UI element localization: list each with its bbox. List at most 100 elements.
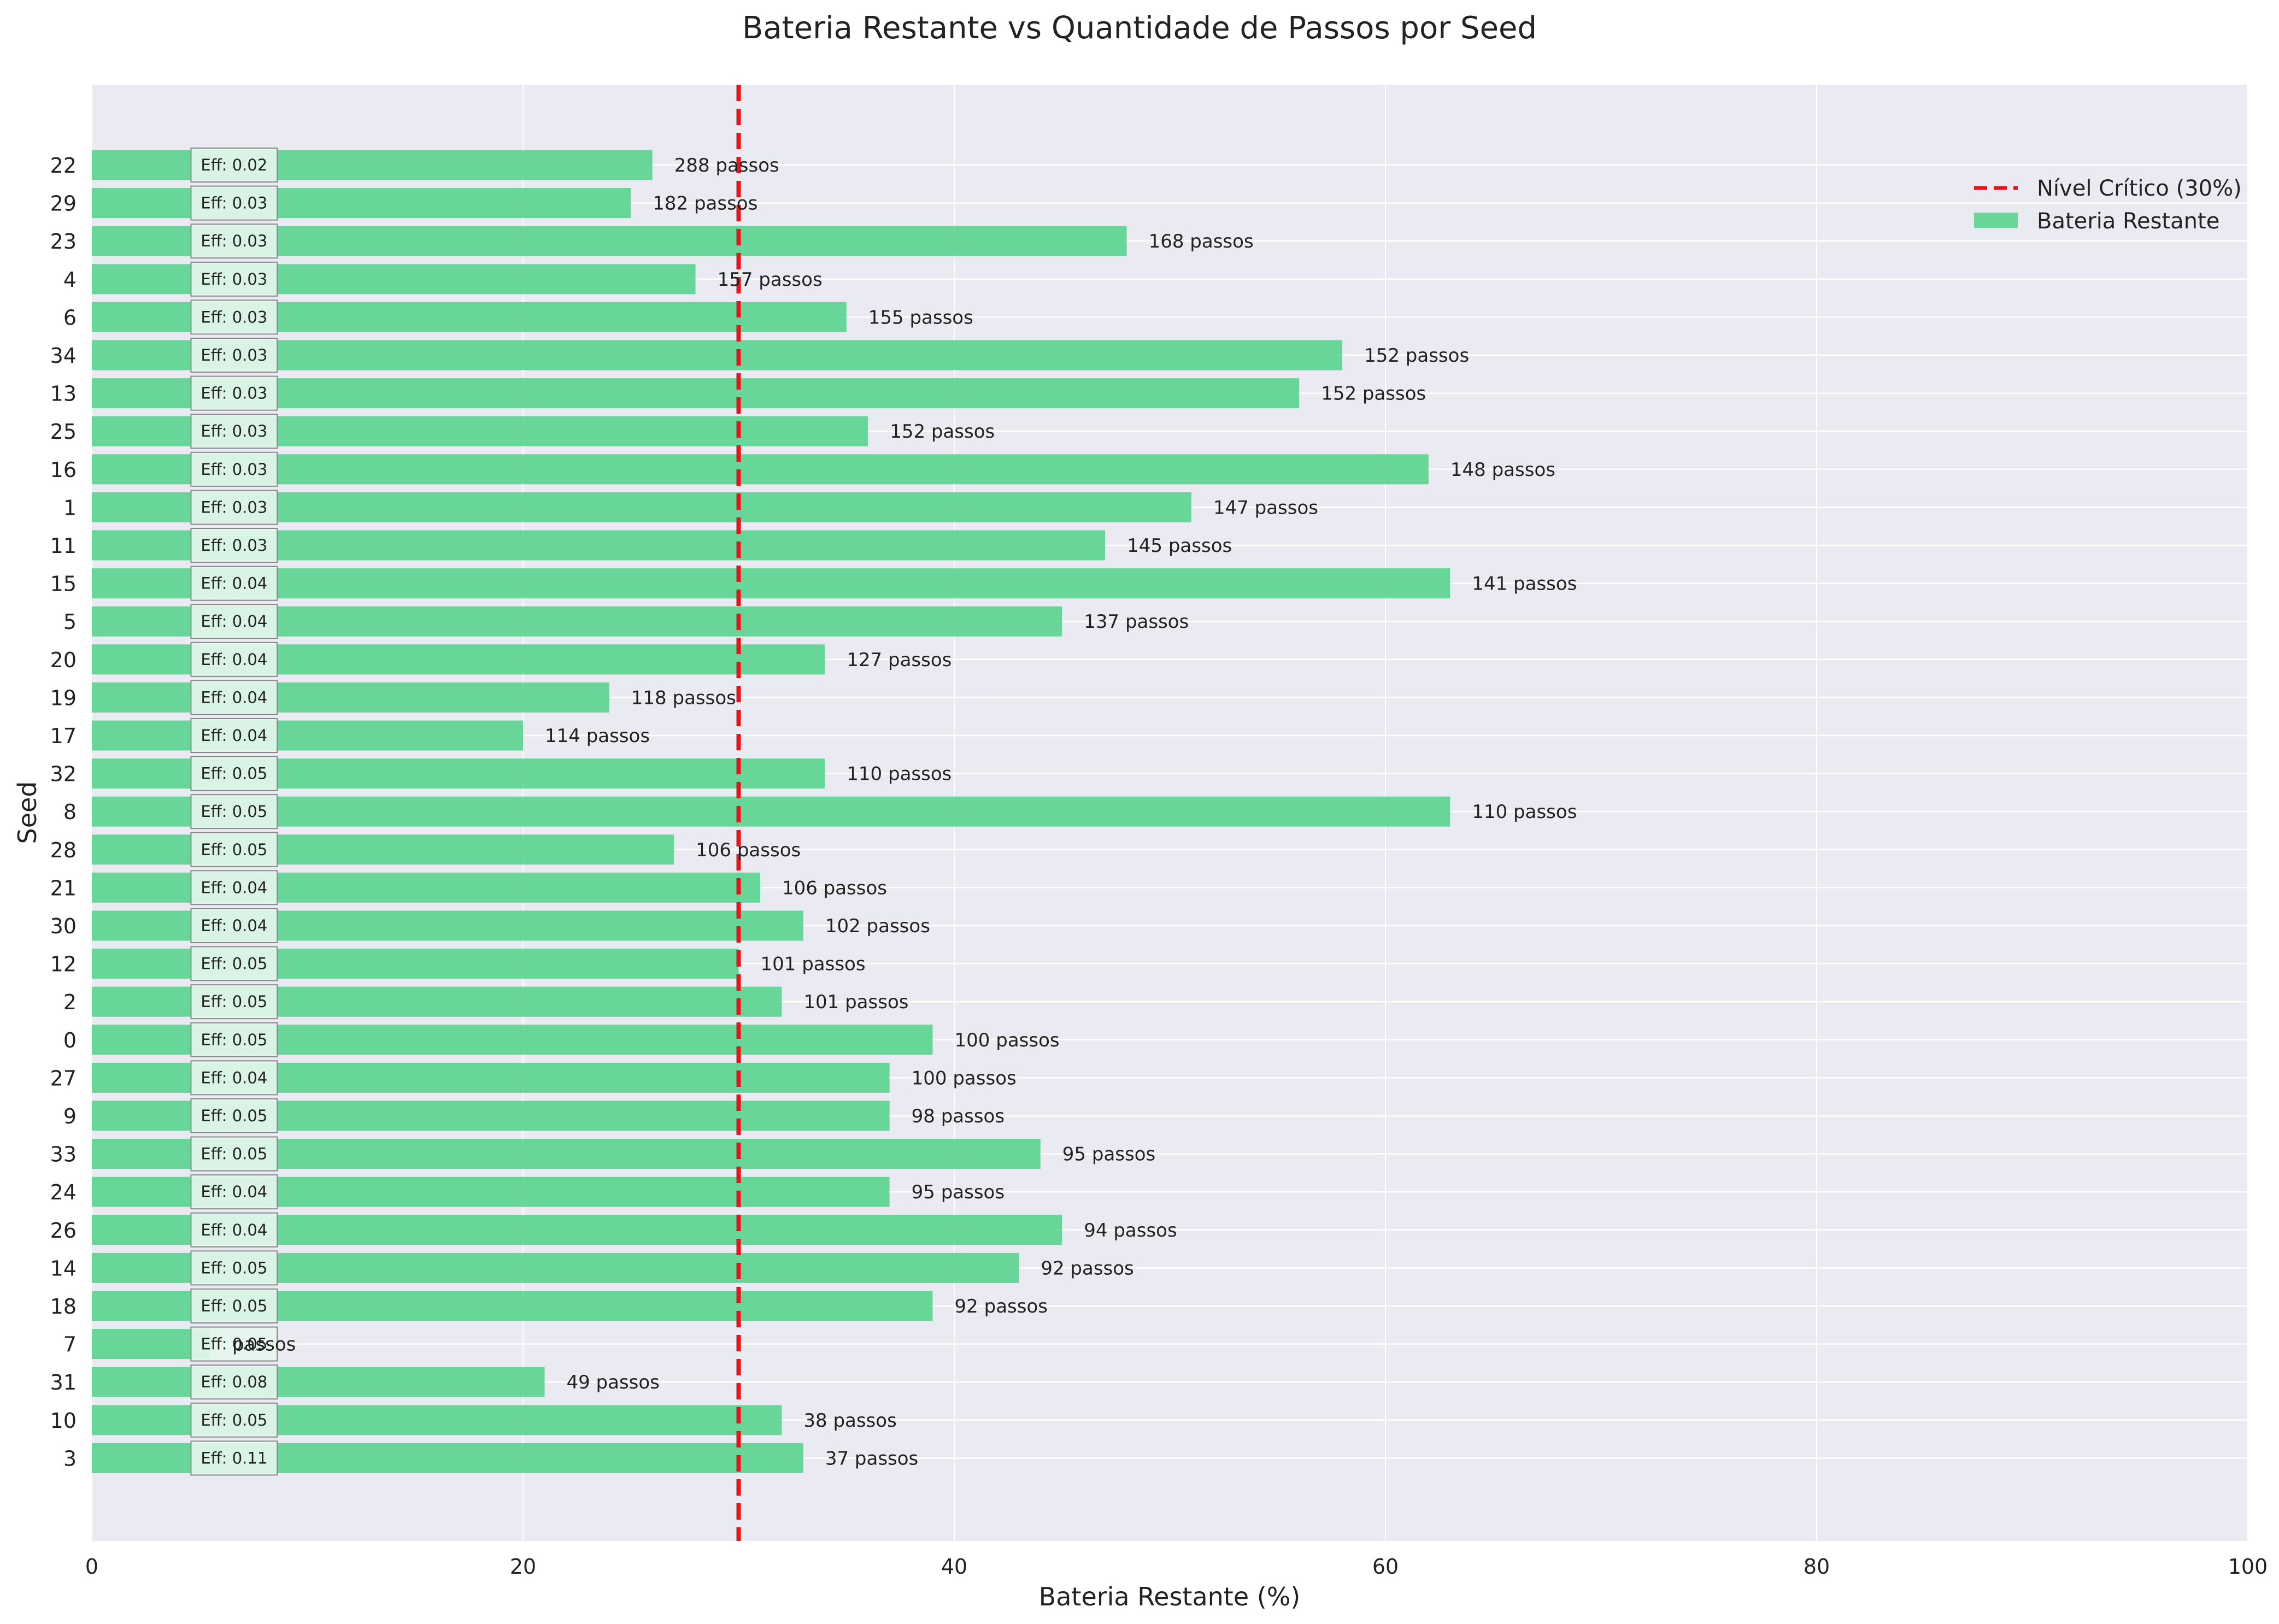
legend-bar-swatch bbox=[1974, 213, 2018, 228]
eff-label-8: Eff: 0.05 bbox=[201, 802, 267, 821]
y-tick-11: 11 bbox=[50, 534, 77, 558]
y-tick-30: 30 bbox=[50, 914, 77, 938]
eff-box-27 bbox=[190, 1060, 278, 1096]
x-tick-2: 40 bbox=[941, 1555, 967, 1579]
eff-label-7: Eff: 0.05 bbox=[201, 1335, 267, 1354]
eff-box-14 bbox=[190, 1250, 278, 1286]
step-label-14: 92 passos bbox=[1041, 1257, 1133, 1279]
eff-label-5: Eff: 0.04 bbox=[201, 612, 267, 631]
y-tick-26: 26 bbox=[50, 1219, 77, 1243]
step-label-27: 100 passos bbox=[912, 1067, 1017, 1089]
y-tick-25: 25 bbox=[50, 420, 77, 444]
y-tick-5: 5 bbox=[63, 610, 77, 634]
bar-seed-16 bbox=[92, 454, 1429, 485]
eff-label-21: Eff: 0.04 bbox=[201, 878, 267, 897]
step-label-0: 100 passos bbox=[955, 1029, 1060, 1051]
y-tick-14: 14 bbox=[50, 1256, 77, 1280]
eff-box-23 bbox=[190, 223, 278, 259]
step-label-32: 110 passos bbox=[847, 763, 951, 785]
step-label-30: 102 passos bbox=[825, 915, 930, 937]
step-label-13: 152 passos bbox=[1321, 383, 1426, 405]
eff-box-10 bbox=[190, 1402, 278, 1438]
bar-seed-17 bbox=[92, 720, 523, 751]
eff-label-23: Eff: 0.03 bbox=[201, 232, 267, 250]
eff-box-18 bbox=[190, 1288, 278, 1323]
eff-label-6: Eff: 0.03 bbox=[201, 308, 267, 326]
eff-label-30: Eff: 0.04 bbox=[201, 916, 267, 935]
y-tick-15: 15 bbox=[50, 572, 77, 596]
eff-label-22: Eff: 0.02 bbox=[201, 156, 267, 174]
eff-box-30 bbox=[190, 908, 278, 943]
x-tick-5: 100 bbox=[2228, 1555, 2268, 1579]
step-label-22: 288 passos bbox=[674, 155, 779, 176]
eff-box-2 bbox=[190, 984, 278, 1020]
step-label-28: 106 passos bbox=[696, 839, 801, 861]
step-label-9: 98 passos bbox=[912, 1105, 1005, 1127]
eff-label-26: Eff: 0.04 bbox=[201, 1221, 267, 1239]
legend-critical-label: Nível Crítico (30%) bbox=[2037, 176, 2242, 201]
x-axis-label: Bateria Restante (%) bbox=[1039, 1582, 1301, 1611]
bar-seed-19 bbox=[92, 682, 609, 713]
eff-box-9 bbox=[190, 1098, 278, 1133]
step-label-4: 157 passos bbox=[718, 269, 823, 291]
y-tick-10: 10 bbox=[50, 1409, 77, 1433]
bar-seed-13 bbox=[92, 378, 1300, 409]
eff-box-8 bbox=[190, 794, 278, 829]
bar-seed-31 bbox=[92, 1367, 545, 1397]
chart-title: Bateria Restante vs Quantidade de Passos… bbox=[742, 10, 1537, 46]
y-tick-16: 16 bbox=[50, 458, 77, 482]
y-tick-8: 8 bbox=[63, 800, 77, 824]
eff-label-11: Eff: 0.03 bbox=[201, 536, 267, 555]
eff-box-31 bbox=[190, 1364, 278, 1400]
eff-label-34: Eff: 0.03 bbox=[201, 346, 267, 364]
y-tick-0: 0 bbox=[63, 1028, 77, 1052]
eff-box-12 bbox=[190, 946, 278, 981]
eff-box-26 bbox=[190, 1212, 278, 1248]
y-tick-12: 12 bbox=[50, 952, 77, 976]
eff-box-3 bbox=[190, 1440, 278, 1476]
eff-label-31: Eff: 0.08 bbox=[201, 1373, 267, 1391]
y-tick-7: 7 bbox=[63, 1333, 77, 1357]
eff-label-27: Eff: 0.04 bbox=[201, 1068, 267, 1087]
x-tick-1: 20 bbox=[510, 1555, 536, 1579]
y-tick-18: 18 bbox=[50, 1295, 77, 1319]
x-tick-0: 0 bbox=[85, 1555, 98, 1579]
efficiency-labels: Eff: 0.02 Eff: 0.03 Eff: 0.03 Eff: 0.03 Eff:… bbox=[190, 148, 278, 1476]
step-label-21: 106 passos bbox=[782, 877, 887, 899]
step-label-16: 148 passos bbox=[1450, 459, 1555, 481]
eff-box-34 bbox=[190, 338, 278, 373]
step-label-17: 114 passos bbox=[545, 725, 650, 747]
eff-label-10: Eff: 0.05 bbox=[201, 1411, 267, 1429]
step-label-10: 38 passos bbox=[803, 1410, 896, 1432]
axis-ticks: 2229234634132516111155201917328282130122… bbox=[50, 154, 2268, 1579]
y-tick-3: 3 bbox=[63, 1446, 77, 1470]
eff-box-32 bbox=[190, 756, 278, 791]
eff-box-19 bbox=[190, 680, 278, 715]
y-tick-6: 6 bbox=[63, 305, 77, 329]
eff-box-20 bbox=[190, 642, 278, 677]
eff-label-14: Eff: 0.05 bbox=[201, 1258, 267, 1277]
step-label-2: 101 passos bbox=[803, 991, 908, 1013]
x-tick-4: 80 bbox=[1804, 1555, 1830, 1579]
eff-box-11 bbox=[190, 528, 278, 563]
bar-seed-12 bbox=[92, 949, 739, 979]
y-tick-22: 22 bbox=[50, 154, 77, 178]
y-tick-2: 2 bbox=[63, 990, 77, 1014]
y-tick-29: 29 bbox=[50, 192, 77, 216]
bar-seed-15 bbox=[92, 568, 1450, 599]
bar-seed-28 bbox=[92, 834, 674, 865]
step-label-11: 145 passos bbox=[1127, 535, 1232, 557]
eff-label-16: Eff: 0.03 bbox=[201, 460, 267, 479]
y-tick-19: 19 bbox=[50, 686, 77, 710]
eff-box-29 bbox=[190, 185, 278, 221]
y-tick-21: 21 bbox=[50, 876, 77, 900]
legend-bar-label: Bateria Restante bbox=[2037, 209, 2219, 234]
step-label-33: 95 passos bbox=[1062, 1144, 1155, 1166]
eff-box-7 bbox=[190, 1326, 278, 1362]
eff-label-25: Eff: 0.03 bbox=[201, 422, 267, 440]
step-label-7: passos bbox=[232, 1334, 296, 1356]
eff-box-15 bbox=[190, 566, 278, 601]
step-labels: 288 passos 182 passos 168 passos 157 passos… bbox=[232, 155, 1577, 1469]
eff-label-24: Eff: 0.04 bbox=[201, 1182, 267, 1201]
